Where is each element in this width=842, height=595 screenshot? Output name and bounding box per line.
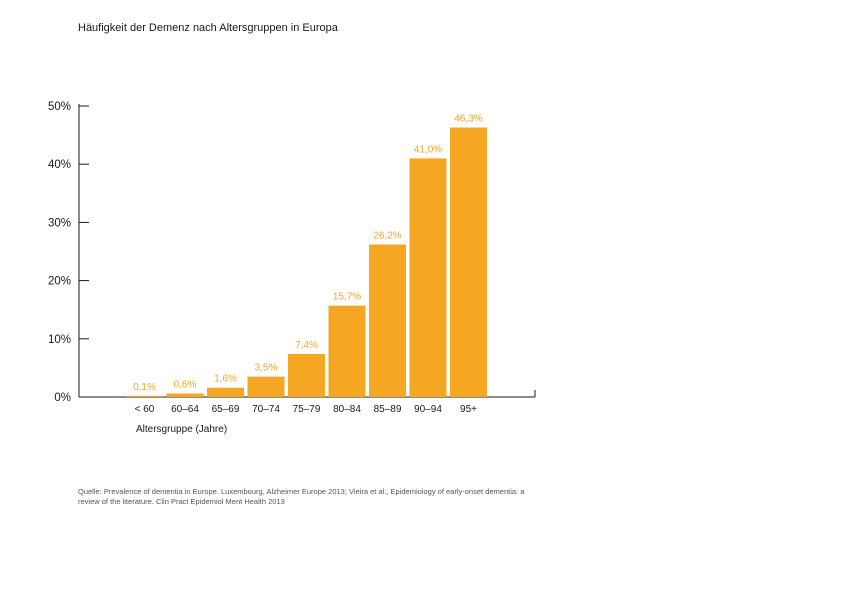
bar-value-label: 0,1% <box>133 382 156 393</box>
bar-value-label: 46,3% <box>454 114 482 125</box>
bar <box>288 353 325 397</box>
x-tick-label: 70–74 <box>252 404 280 415</box>
bar-value-label: 15,7% <box>333 292 361 303</box>
bar <box>247 376 285 397</box>
y-tick-label: 40% <box>48 159 71 171</box>
x-tick-label: 90–94 <box>414 404 442 415</box>
x-tick-label: < 60 <box>135 404 155 415</box>
bar-value-label: 0,6% <box>174 380 197 391</box>
bar <box>126 395 163 397</box>
y-tick-label: 20% <box>48 276 71 288</box>
bar <box>166 393 204 397</box>
bar-value-label: 7,4% <box>295 340 318 351</box>
bar <box>328 305 366 397</box>
bar <box>369 244 406 397</box>
y-tick-label: 50% <box>48 101 71 113</box>
x-tick-label: 65–69 <box>212 404 240 415</box>
y-tick-label: 30% <box>48 217 71 229</box>
x-axis-title: Altersgruppe (Jahre) <box>136 424 227 435</box>
x-tick-label: 60–64 <box>171 404 199 415</box>
x-tick-label: 95+ <box>460 404 477 415</box>
x-tick-label: 85–89 <box>374 404 402 415</box>
bar-value-label: 1,6% <box>214 374 237 385</box>
bar <box>450 127 487 397</box>
x-tick-label: 80–84 <box>333 404 361 415</box>
chart-title: Häufigkeit der Demenz nach Altersgruppen… <box>78 22 338 34</box>
bar-value-label: 26,2% <box>373 231 401 242</box>
bar <box>207 387 244 397</box>
source-note: Quelle: Prevalence of dementia in Europe… <box>78 487 525 506</box>
y-tick-label: 10% <box>48 334 71 346</box>
bar-value-label: 41,0% <box>414 144 442 155</box>
bar-value-label: 3,5% <box>255 363 278 374</box>
x-tick-labels: < 60 60–64 65–69 70–74 75–79 80–84 85–89 90–94 9… <box>135 404 478 415</box>
bar <box>409 158 447 397</box>
x-tick-label: 75–79 <box>293 404 321 415</box>
bars <box>126 127 487 397</box>
y-tick-label: 0% <box>54 392 71 404</box>
value-labels: 0,1% 0,6% 1,6% 3,5% 7,4% 15,7% 26,2% 41,0% 46,3% <box>133 114 483 393</box>
y-axis-ticks: 0% 10% 20% 30% 40% 50% <box>48 101 89 404</box>
